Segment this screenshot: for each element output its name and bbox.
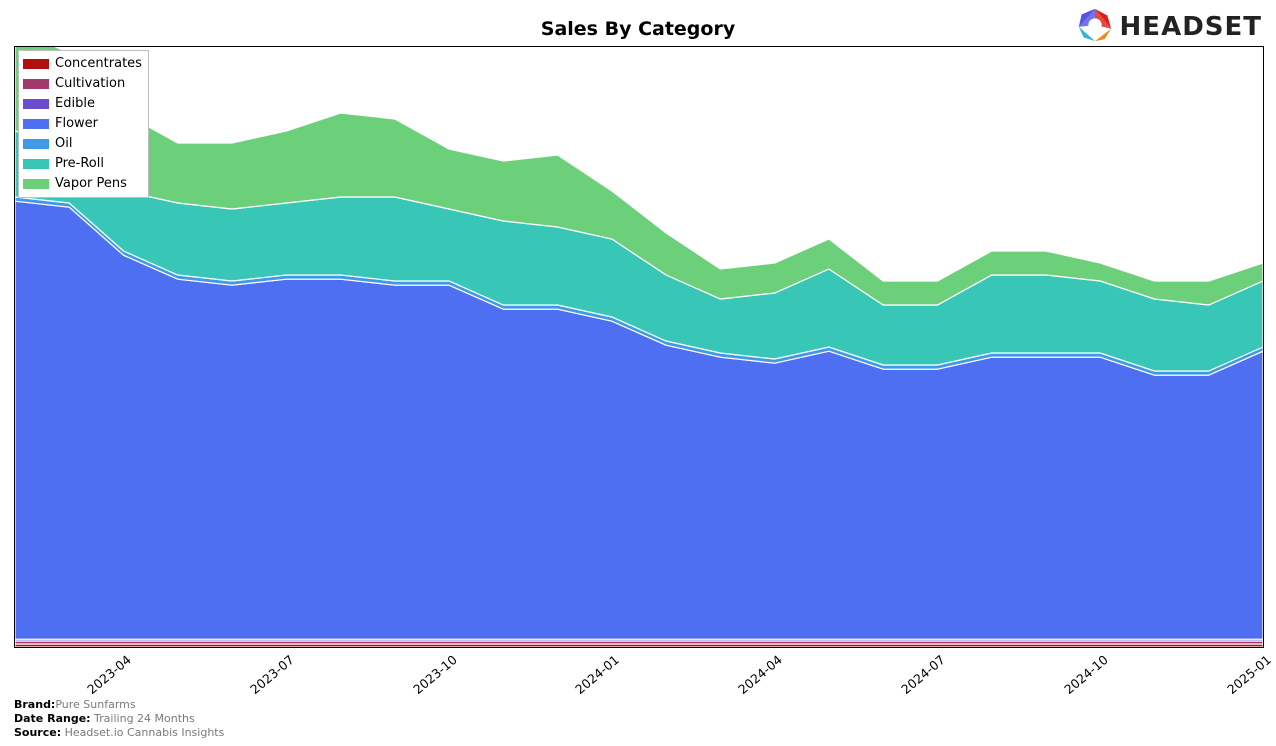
x-tick-label: 2023-07 — [247, 652, 297, 697]
legend-item: Vapor Pens — [23, 174, 142, 194]
legend-item: Oil — [23, 134, 142, 154]
footer-line: Brand:Pure Sunfarms — [14, 698, 224, 712]
legend-swatch — [23, 79, 49, 89]
legend-label: Concentrates — [55, 54, 142, 74]
footer-line: Source: Headset.io Cannabis Insights — [14, 726, 224, 740]
x-tick-label: 2024-04 — [735, 652, 785, 697]
x-tick-label: 2024-01 — [573, 652, 623, 697]
legend-swatch — [23, 119, 49, 129]
stacked-area-chart — [15, 47, 1263, 647]
x-tick-label: 2023-04 — [84, 652, 134, 697]
brand-logo: HEADSET — [1076, 6, 1262, 48]
legend-item: Flower — [23, 114, 142, 134]
footer-value: Trailing 24 Months — [91, 712, 195, 725]
legend-swatch — [23, 179, 49, 189]
footer-value: Headset.io Cannabis Insights — [61, 726, 224, 739]
legend-swatch — [23, 59, 49, 69]
footer-label: Source: — [14, 726, 61, 739]
legend-swatch — [23, 139, 49, 149]
footer-value: Pure Sunfarms — [55, 698, 135, 711]
legend-item: Pre-Roll — [23, 154, 142, 174]
legend-swatch — [23, 159, 49, 169]
headset-logo-icon — [1076, 6, 1114, 48]
x-tick-label: 2023-10 — [410, 652, 460, 697]
legend-item: Concentrates — [23, 54, 142, 74]
x-tick-label: 2024-10 — [1061, 652, 1111, 697]
footer-line: Date Range: Trailing 24 Months — [14, 712, 224, 726]
footer-label: Date Range: — [14, 712, 91, 725]
legend-item: Cultivation — [23, 74, 142, 94]
legend-swatch — [23, 99, 49, 109]
x-tick-label: 2025-01 — [1224, 652, 1274, 697]
legend-label: Flower — [55, 114, 98, 134]
chart-legend: ConcentratesCultivationEdibleFlowerOilPr… — [18, 50, 149, 198]
legend-label: Cultivation — [55, 74, 125, 94]
legend-label: Edible — [55, 94, 95, 114]
legend-label: Oil — [55, 134, 72, 154]
brand-logo-text: HEADSET — [1120, 12, 1262, 42]
footer-label: Brand: — [14, 698, 55, 711]
chart-title-text: Sales By Category — [541, 18, 735, 40]
chart-footer: Brand:Pure SunfarmsDate Range: Trailing … — [14, 698, 224, 740]
x-tick-label: 2024-07 — [898, 652, 948, 697]
legend-item: Edible — [23, 94, 142, 114]
chart-plot-area: ConcentratesCultivationEdibleFlowerOilPr… — [14, 46, 1264, 648]
legend-label: Vapor Pens — [55, 174, 127, 194]
legend-label: Pre-Roll — [55, 154, 104, 174]
